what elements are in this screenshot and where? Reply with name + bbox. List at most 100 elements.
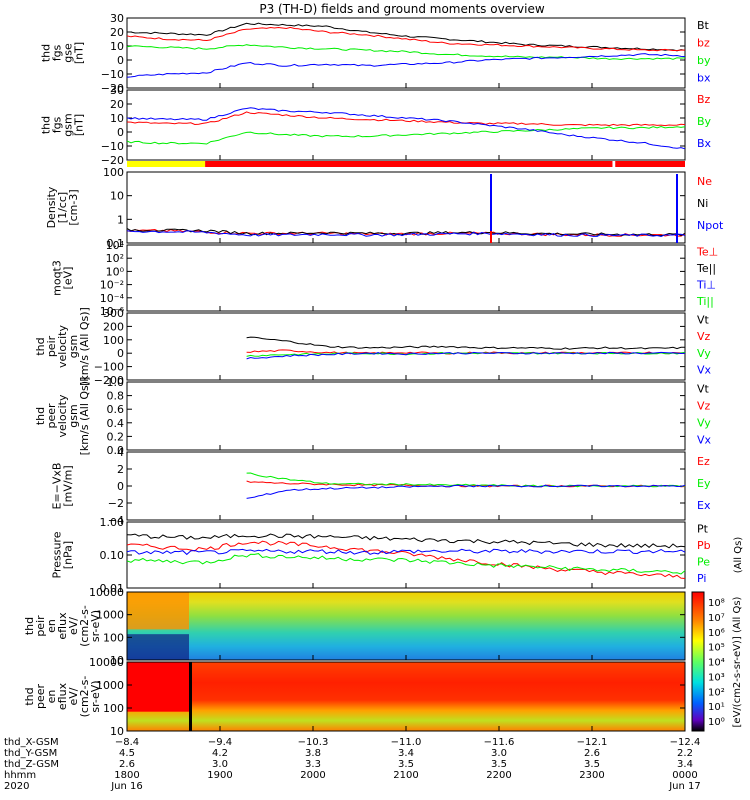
y-tick-label: 0 bbox=[117, 480, 124, 493]
legend-entry: Vy bbox=[697, 417, 711, 430]
y-tick-label: 300 bbox=[103, 307, 124, 320]
y-tick-label: 10⁰ bbox=[106, 265, 125, 278]
series-line-Bt bbox=[127, 22, 686, 52]
legend-entry: Ey bbox=[697, 477, 711, 490]
y-tick-label: 1.00 bbox=[100, 516, 125, 529]
panel-frame bbox=[126, 244, 686, 312]
y-tick-label: 1000 bbox=[96, 609, 124, 622]
legend-entry: Ti|| bbox=[696, 295, 714, 308]
y-axis-label: eflux bbox=[56, 682, 69, 710]
y-tick-label: 0.01 bbox=[100, 582, 125, 595]
x-axis-value: 2100 bbox=[393, 770, 418, 781]
x-axis-value: −9.4 bbox=[208, 737, 232, 748]
series-line-Pb bbox=[126, 540, 686, 579]
y-tick-label: 10000 bbox=[89, 656, 124, 669]
y-tick-label: 0.2 bbox=[107, 430, 125, 443]
y-tick-label: 0 bbox=[117, 126, 124, 139]
y-axis-label: thd bbox=[34, 337, 47, 355]
y-tick-label: 0.4 bbox=[107, 417, 125, 430]
x-axis-value: 2.6 bbox=[119, 759, 135, 770]
y-tick-label: 100 bbox=[103, 631, 124, 644]
y-tick-label: 0.0 bbox=[107, 444, 125, 457]
y-tick-label: 20 bbox=[110, 98, 124, 111]
series-line-Ne bbox=[126, 228, 686, 237]
legend-entry: Vt bbox=[697, 313, 710, 326]
colorbar-tick-label: 10⁵ bbox=[708, 643, 725, 654]
legend-entry: Bz bbox=[697, 93, 711, 106]
y-axis-label: gsm bbox=[67, 404, 80, 427]
colorbar-tick-label: 10¹ bbox=[708, 702, 725, 713]
y-tick-label: 10 bbox=[110, 112, 124, 125]
y-axis-label: sr-eV) bbox=[89, 680, 102, 712]
legend-entry: Ti⊥ bbox=[696, 278, 716, 291]
y-axis-label: peer bbox=[45, 403, 58, 429]
legend-entry: Npot bbox=[697, 219, 724, 232]
x-axis-value: −12.1 bbox=[577, 737, 608, 748]
y-axis-label: peer bbox=[34, 684, 47, 710]
y-tick-label: 10 bbox=[110, 190, 124, 203]
y-axis-label: peir bbox=[45, 335, 58, 357]
y-axis-label: Pressure bbox=[51, 531, 64, 578]
y-tick-label: −10 bbox=[101, 140, 124, 153]
legend-entry: Te⊥ bbox=[696, 245, 718, 258]
y-axis-label: eV/ bbox=[67, 617, 80, 635]
mode-bar-segment bbox=[205, 161, 613, 167]
legend-entry: Pt bbox=[697, 522, 709, 535]
x-axis-value: −11.0 bbox=[391, 737, 422, 748]
legend-entry: Ex bbox=[697, 499, 711, 512]
x-axis-value: 2200 bbox=[486, 770, 511, 781]
panel-frame bbox=[126, 521, 686, 589]
y-tick-label: 2 bbox=[117, 463, 124, 476]
legend-entry: Vz bbox=[697, 330, 711, 343]
series-line-Pe bbox=[126, 553, 686, 575]
y-tick-label: 10² bbox=[106, 252, 124, 265]
y-axis-label: thd bbox=[34, 407, 47, 425]
y-axis-label: [nT] bbox=[73, 42, 86, 64]
x-axis-value: −11.6 bbox=[484, 737, 515, 748]
y-axis-label: gsm bbox=[67, 335, 80, 358]
series-line-Vx bbox=[246, 351, 686, 360]
legend-entry: Bt bbox=[697, 19, 710, 32]
x-axis-value: 3.8 bbox=[305, 748, 321, 759]
x-axis-value: 2000 bbox=[300, 770, 325, 781]
colorbar: 10⁸ 10⁷ 10⁶ 10⁵ 10⁴ 10³ 10² 10¹ 10⁰ [eV/(cm2-s-sr… bbox=[691, 591, 743, 732]
y-tick-label: −200 bbox=[94, 374, 124, 387]
spectrogram-early-low bbox=[127, 634, 189, 660]
y-axis-label: sr-eV) bbox=[89, 610, 102, 642]
spectrogram-early bbox=[127, 592, 189, 630]
y-tick-label: 20 bbox=[110, 26, 124, 39]
mode-bar-segment bbox=[127, 161, 206, 167]
panel-p8: 1.00 0.10 0.01 Pressure[nPa] Pt Pb Pe Pi (All Qs… bbox=[51, 516, 745, 595]
legend-entry: by bbox=[697, 54, 711, 67]
legend-entry: Vy bbox=[697, 347, 711, 360]
panel-note: (All Qs) bbox=[733, 537, 744, 574]
x-axis-value: 3.3 bbox=[305, 759, 321, 770]
y-axis-label: peir bbox=[34, 615, 47, 637]
legend-entry: Vx bbox=[697, 434, 712, 447]
legend-entry: Pe bbox=[697, 555, 710, 568]
spectrogram-early bbox=[127, 662, 189, 712]
y-tick-label: −4 bbox=[108, 514, 124, 527]
y-axis-label: [1/cc] bbox=[56, 192, 69, 223]
series-line-By bbox=[126, 125, 686, 145]
y-tick-label: 0.1 bbox=[107, 237, 125, 250]
x-axis-value: −12.4 bbox=[670, 737, 701, 748]
y-tick-label: 0.10 bbox=[100, 549, 125, 562]
legend-entry: Te|| bbox=[696, 262, 716, 275]
colorbar-tick-label: 10⁷ bbox=[708, 613, 725, 624]
series-line-Vt bbox=[246, 336, 686, 350]
y-tick-label: 10⁴ bbox=[106, 239, 125, 252]
y-axis-label: thd bbox=[40, 44, 53, 62]
legend-entry: bx bbox=[697, 71, 711, 84]
colorbar-tick-label: 10⁶ bbox=[708, 628, 725, 639]
y-axis-label: velocity bbox=[56, 394, 69, 437]
x-axis-row-label: thd_X-GSM bbox=[4, 737, 59, 748]
y-axis-label: thd bbox=[23, 687, 36, 705]
panel-frame bbox=[126, 381, 686, 451]
colorbar-tick-label: 10³ bbox=[708, 672, 725, 683]
y-tick-label: 1000 bbox=[96, 679, 124, 692]
panel-p9: 10000 1000 100 10 thdpeirenefluxeV/(cm2-s-sr… bbox=[23, 586, 686, 667]
